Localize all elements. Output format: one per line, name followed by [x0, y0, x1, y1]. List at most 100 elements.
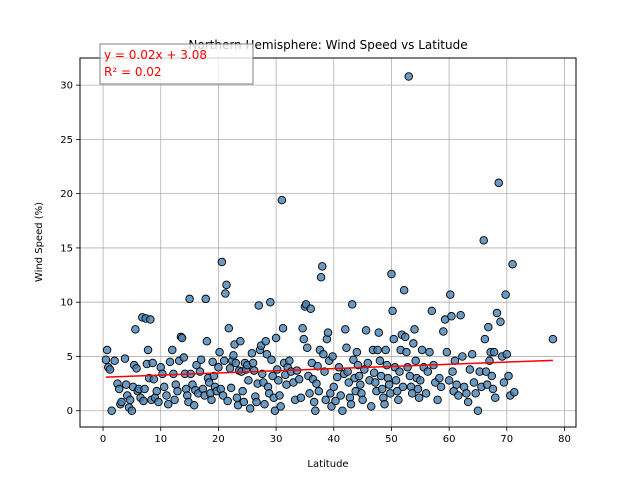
- data-point: [447, 312, 456, 321]
- plot-frame: [79, 57, 577, 428]
- data-point: [404, 72, 413, 81]
- data-point: [394, 395, 403, 405]
- data-point: [132, 364, 141, 373]
- data-point: [341, 325, 350, 334]
- data-point: [361, 326, 371, 335]
- data-point: [409, 339, 418, 348]
- data-point: [121, 380, 131, 389]
- gridlines: [80, 58, 576, 427]
- data-point: [326, 389, 335, 398]
- data-point: [316, 272, 326, 282]
- data-point: [202, 337, 212, 346]
- data-point: [458, 352, 467, 361]
- data-point: [214, 363, 223, 372]
- data-point: [270, 406, 280, 415]
- data-point: [248, 358, 258, 368]
- regression-line: [105, 359, 553, 378]
- data-point: [384, 380, 394, 389]
- data-point: [117, 397, 126, 407]
- data-point: [367, 402, 376, 411]
- data-point: [349, 355, 358, 364]
- x-tick-label: 80: [558, 434, 571, 445]
- data-point: [140, 384, 149, 394]
- data-point: [358, 395, 367, 405]
- y-axis-label: Wind Speed (%): [34, 202, 45, 282]
- data-point: [219, 356, 229, 366]
- data-point: [421, 389, 431, 398]
- data-point: [548, 334, 558, 344]
- x-tick-label: 60: [443, 434, 456, 445]
- data-point: [146, 315, 155, 324]
- data-point: [436, 382, 446, 392]
- data-point: [342, 343, 351, 353]
- data-point: [305, 389, 314, 398]
- data-point: [423, 367, 433, 376]
- data-point: [489, 347, 499, 357]
- data-point: [482, 380, 492, 389]
- data-point: [131, 325, 140, 334]
- data-point: [323, 328, 333, 337]
- data-point: [163, 399, 173, 409]
- y-axis-ticks: 0 5 10 15 20 25 30: [60, 81, 80, 417]
- data-point: [334, 363, 344, 372]
- y-tick-label: 10: [60, 298, 73, 309]
- data-point: [105, 365, 115, 374]
- data-point: [433, 395, 442, 405]
- data-point: [215, 347, 224, 357]
- data-point: [189, 401, 199, 410]
- data-point: [373, 345, 382, 355]
- data-point: [252, 397, 261, 407]
- data-point: [231, 358, 240, 368]
- data-point: [143, 345, 153, 355]
- data-point: [311, 406, 320, 415]
- data-point: [107, 406, 116, 415]
- data-point: [221, 289, 230, 298]
- y-tick-label: 20: [60, 189, 73, 200]
- annotation-box: [99, 43, 254, 85]
- data-point: [471, 389, 480, 398]
- data-point: [398, 382, 408, 392]
- data-point: [319, 350, 328, 359]
- data-point: [168, 345, 177, 355]
- data-point: [479, 236, 488, 245]
- data-point: [245, 404, 255, 413]
- data-point: [407, 389, 417, 398]
- data-point: [402, 347, 411, 357]
- y-tick-label: 15: [60, 243, 73, 254]
- data-point: [425, 347, 434, 357]
- data-point: [294, 374, 304, 384]
- data-point: [148, 358, 157, 368]
- data-point: [114, 384, 124, 394]
- data-point: [332, 372, 342, 382]
- data-point: [374, 328, 384, 337]
- x-tick-label: 70: [500, 434, 513, 445]
- data-point: [271, 333, 281, 343]
- data-point: [508, 259, 517, 269]
- data-point: [491, 393, 500, 402]
- data-point: [209, 371, 219, 381]
- data-point: [338, 406, 347, 415]
- data-point: [405, 371, 415, 381]
- data-point: [275, 391, 284, 400]
- data-point: [401, 332, 410, 342]
- data-point: [272, 365, 282, 374]
- r-squared-label: R² = 0.02: [104, 65, 162, 79]
- data-point: [487, 371, 497, 381]
- data-point: [392, 386, 402, 396]
- data-point: [309, 397, 319, 407]
- data-point: [375, 356, 385, 366]
- data-point: [249, 366, 259, 375]
- data-point: [149, 374, 159, 384]
- data-point: [343, 367, 352, 376]
- x-axis-ticks: 0 10 20 30 40 50 60 70 80: [100, 427, 571, 445]
- data-point: [298, 323, 307, 333]
- data-point: [120, 354, 130, 363]
- data-point: [504, 371, 513, 381]
- data-point: [236, 337, 245, 346]
- data-point: [321, 395, 330, 405]
- data-point: [448, 367, 457, 376]
- data-point: [369, 368, 379, 377]
- data-point: [278, 323, 288, 333]
